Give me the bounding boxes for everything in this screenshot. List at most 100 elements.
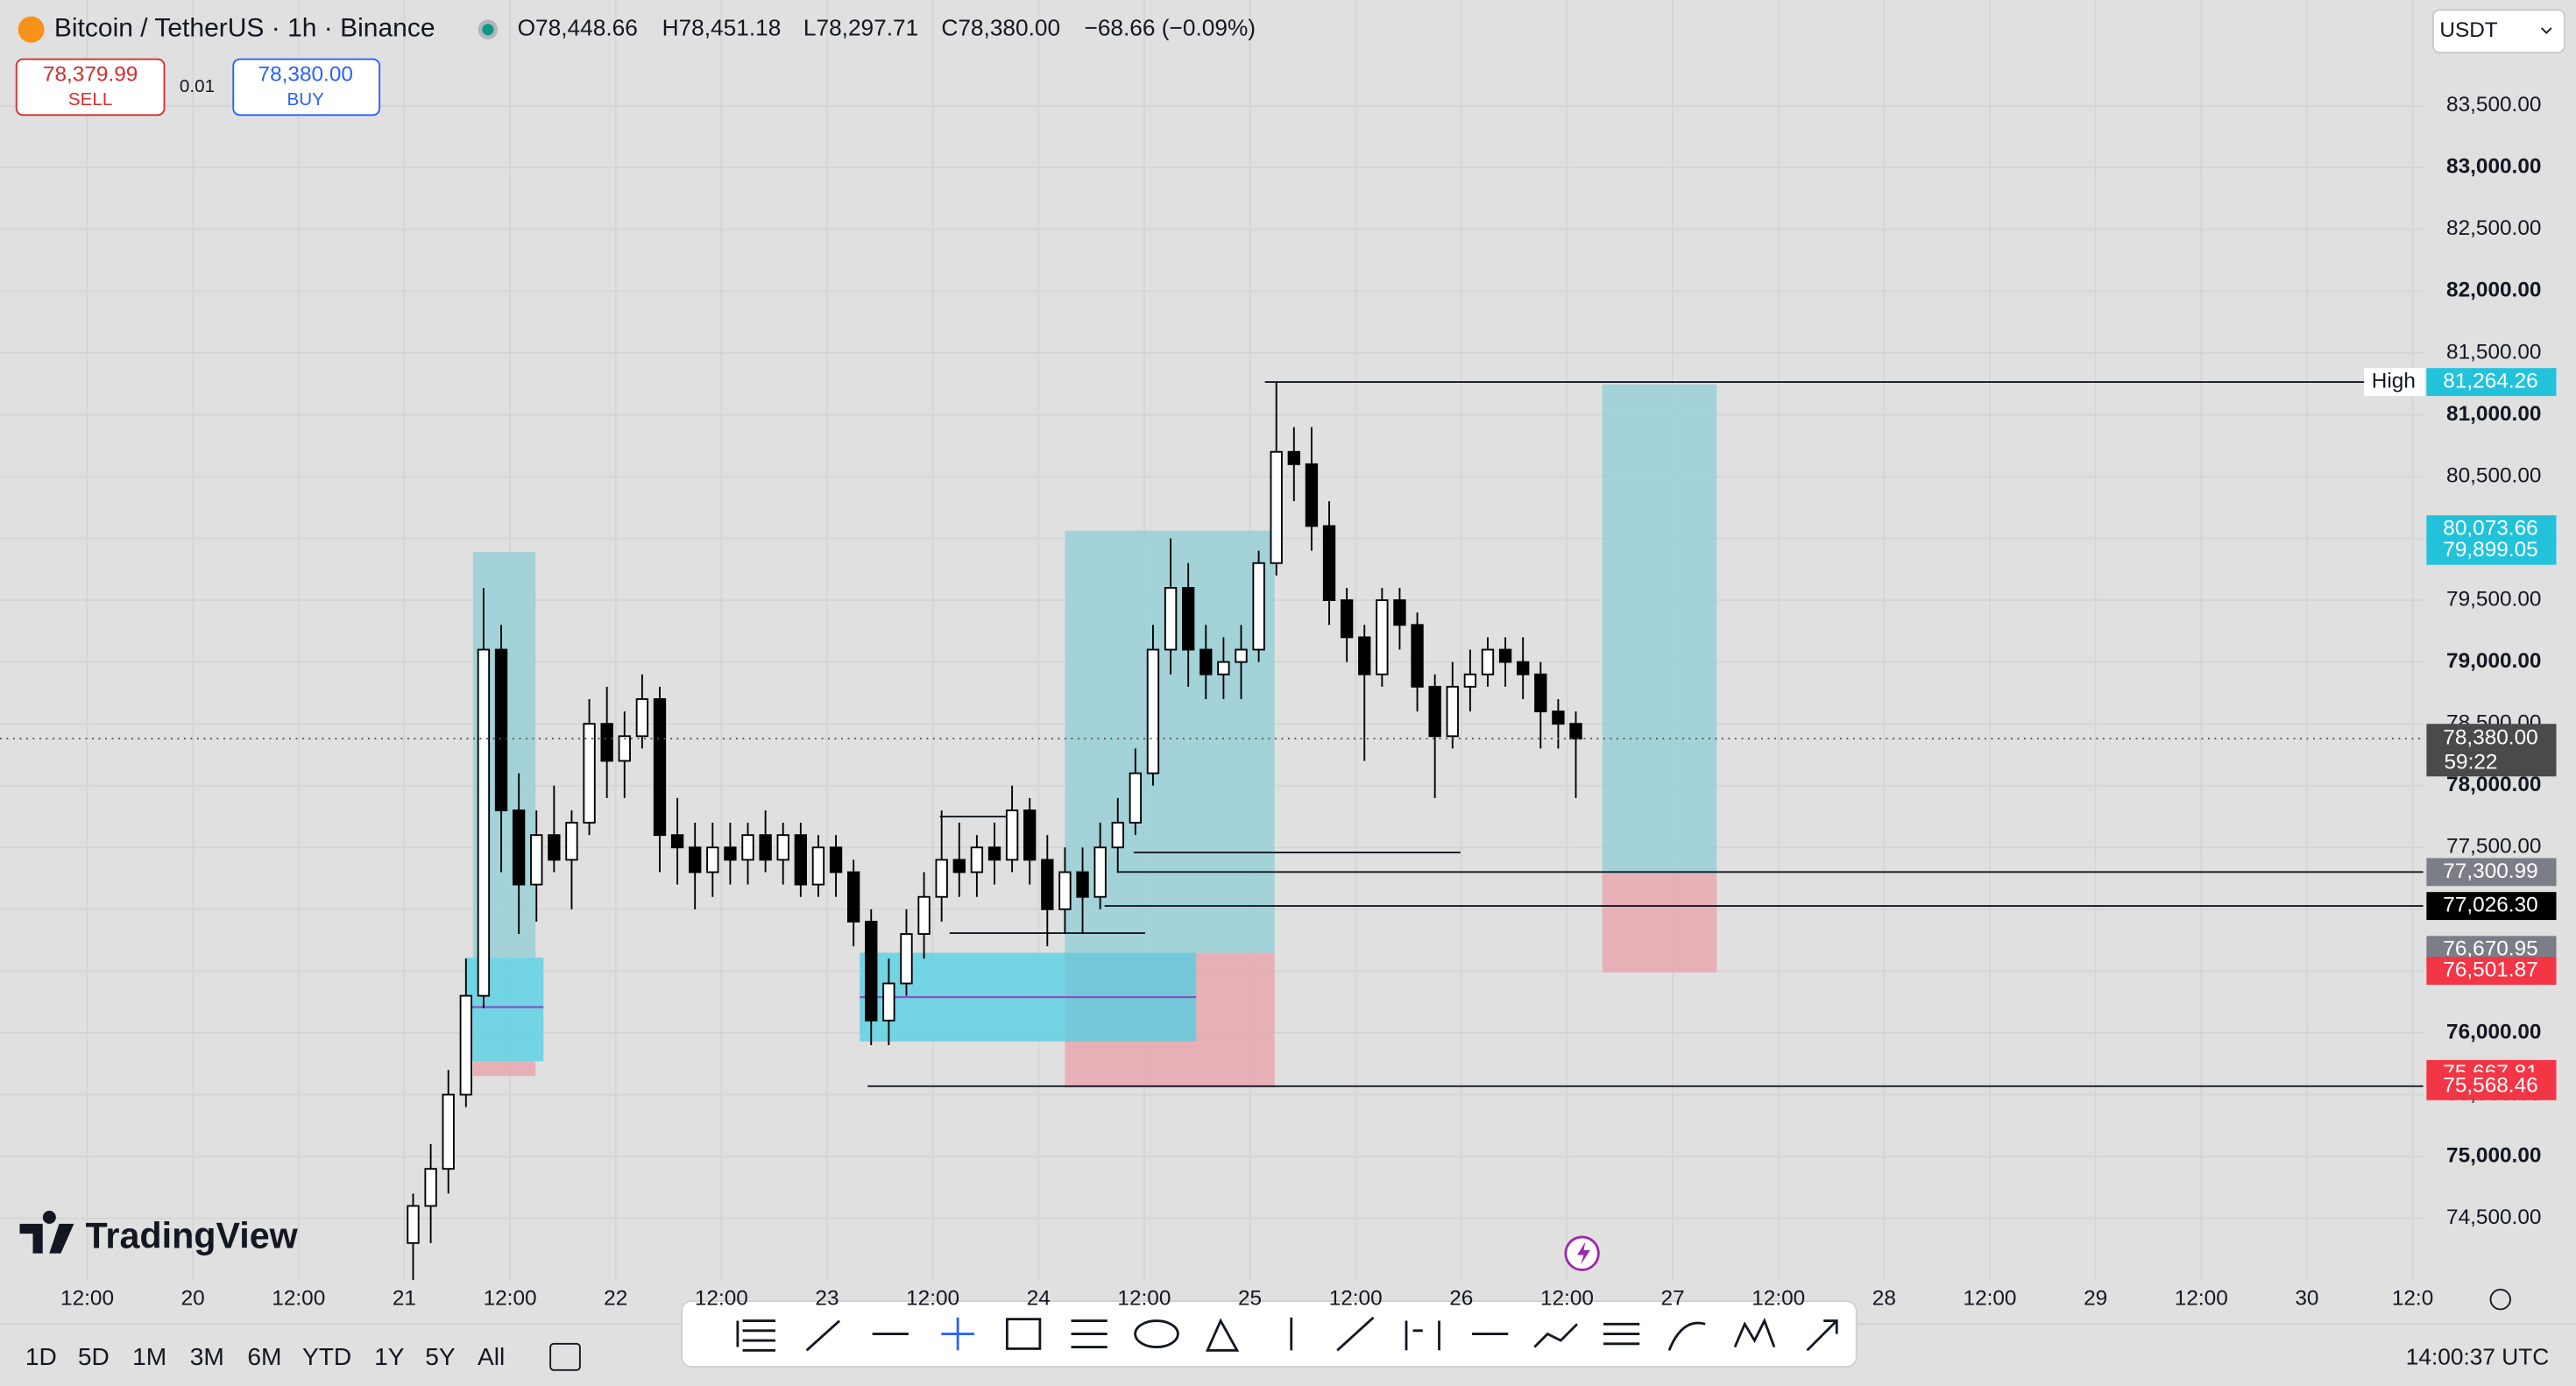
timeframe-button[interactable]: All	[478, 1343, 505, 1370]
x-tick-label: 28	[1872, 1287, 1896, 1311]
tool-position[interactable]	[1603, 1322, 1640, 1346]
tool-rect[interactable]	[1005, 1318, 1042, 1350]
tool-crosshair[interactable]	[941, 1317, 974, 1351]
symbol[interactable]: Bitcoin / TetherUS · 1h · Binance	[54, 14, 435, 43]
candle-body	[1393, 599, 1406, 626]
x-tick-label: 12:00	[1329, 1287, 1383, 1311]
tool-brush[interactable]	[1806, 1319, 1838, 1352]
tool-fib[interactable]	[736, 1319, 775, 1352]
timeframes: 1D 5D 1M 3M 6M YTD 1Y 5Y All	[25, 1343, 505, 1370]
x-tick-label: 12:0	[2392, 1287, 2433, 1311]
tool-flag[interactable]	[1405, 1320, 1440, 1351]
logo-mark	[19, 1210, 74, 1254]
drawing-toolbar	[681, 1300, 1858, 1368]
plot	[0, 0, 2424, 1282]
timeframe-button[interactable]: 1Y	[374, 1343, 405, 1370]
currency: USDT	[2439, 18, 2497, 42]
candle-body	[759, 834, 772, 861]
price-label-bg	[2426, 957, 2557, 986]
candle-body	[407, 1205, 420, 1244]
price-label: 76,501.87	[2443, 958, 2537, 982]
timeframe-button[interactable]: 5D	[78, 1343, 110, 1370]
settings-icon[interactable]	[2489, 1288, 2511, 1311]
price-label: 80,073.66	[2443, 517, 2537, 541]
quantity[interactable]: 0.01	[180, 76, 215, 96]
status-dot	[482, 24, 494, 36]
candle-body	[548, 834, 561, 861]
candle-body	[1552, 711, 1565, 725]
y-tick-label: 82,500.00	[2446, 216, 2541, 240]
x-tick-label: 12:00	[1752, 1287, 1805, 1311]
price-tag: High	[2372, 370, 2416, 393]
candle-body	[670, 834, 684, 849]
candle-body	[1252, 562, 1265, 651]
candle-body	[724, 846, 737, 861]
timeframe-button[interactable]: 3M	[190, 1343, 224, 1370]
tool-triangle[interactable]	[1205, 1318, 1240, 1352]
candle-body	[1376, 599, 1389, 675]
candle-body	[1217, 661, 1230, 675]
x-tick-label: 23	[815, 1287, 839, 1311]
x-tick-label: 22	[604, 1287, 627, 1311]
timeframe-button[interactable]: 1D	[25, 1343, 57, 1370]
position-zone	[464, 958, 544, 1062]
candle-body	[1235, 648, 1248, 663]
last-price-label: 78,380.00	[2443, 726, 2537, 750]
currency-select[interactable]	[2431, 9, 2565, 53]
calendar-icon[interactable]	[549, 1342, 581, 1371]
price-label: 79,899.05	[2443, 538, 2537, 562]
candle-body	[1146, 648, 1160, 774]
y-tick-label: 75,000.00	[2446, 1143, 2541, 1167]
tool-long[interactable]	[1071, 1319, 1108, 1348]
tool-pattern[interactable]	[1733, 1318, 1776, 1348]
ohlc-high: H78,451.18	[662, 15, 782, 41]
candle-body	[1270, 450, 1283, 564]
candle-body	[459, 994, 472, 1096]
sell-button[interactable]	[15, 58, 166, 117]
position-zone	[1602, 873, 1717, 972]
timeframe-button[interactable]: 1M	[132, 1343, 166, 1370]
candle-body	[882, 982, 895, 1022]
candle-body	[635, 698, 649, 738]
candle-body	[477, 648, 491, 997]
buy-button[interactable]	[232, 58, 381, 117]
candle-body	[1305, 463, 1319, 527]
tool-ellipse[interactable]	[1134, 1319, 1179, 1348]
candle-body	[512, 810, 526, 886]
candle-body	[1005, 810, 1019, 861]
candle-body	[1058, 871, 1072, 910]
tool-trendline[interactable]	[805, 1319, 841, 1352]
timeframe-button[interactable]: 5Y	[425, 1343, 456, 1370]
candle-body	[1287, 450, 1300, 465]
x-tick-label: 24	[1027, 1287, 1051, 1311]
candle-body	[794, 834, 808, 886]
candle-body	[689, 846, 702, 873]
candle-body	[1023, 810, 1037, 861]
price-label-bg	[2426, 1071, 2557, 1100]
y-tick-label: 79,000.00	[2446, 649, 2541, 673]
y-tick-label: 80,500.00	[2446, 463, 2541, 487]
y-tick-label: 74,500.00	[2446, 1206, 2541, 1229]
candle-body	[1340, 599, 1354, 639]
candle-body	[1041, 859, 1054, 910]
position-zone	[1602, 384, 1717, 874]
candle-body	[1322, 525, 1336, 602]
candle-body	[1111, 822, 1124, 849]
y-tick-label: 82,000.00	[2446, 279, 2541, 302]
timeframe-button[interactable]: 6M	[247, 1343, 281, 1370]
candle-body	[970, 846, 984, 873]
tool-curve[interactable]	[1667, 1321, 1706, 1351]
timeframe-button[interactable]: YTD	[302, 1343, 351, 1370]
sell-price: 78,379.99	[43, 63, 138, 87]
x-tick-label: 12:00	[2175, 1287, 2228, 1311]
ohlc-open: O78,448.66	[518, 15, 638, 41]
x-tick-label: 12:00	[1540, 1287, 1594, 1311]
x-tick-label: 12:00	[1964, 1287, 2017, 1311]
tool-path[interactable]	[1533, 1323, 1578, 1348]
price-label-bg	[2426, 892, 2557, 921]
candle-body	[653, 698, 667, 837]
position-zone	[472, 1061, 536, 1077]
tool-arrow[interactable]	[1336, 1316, 1375, 1352]
